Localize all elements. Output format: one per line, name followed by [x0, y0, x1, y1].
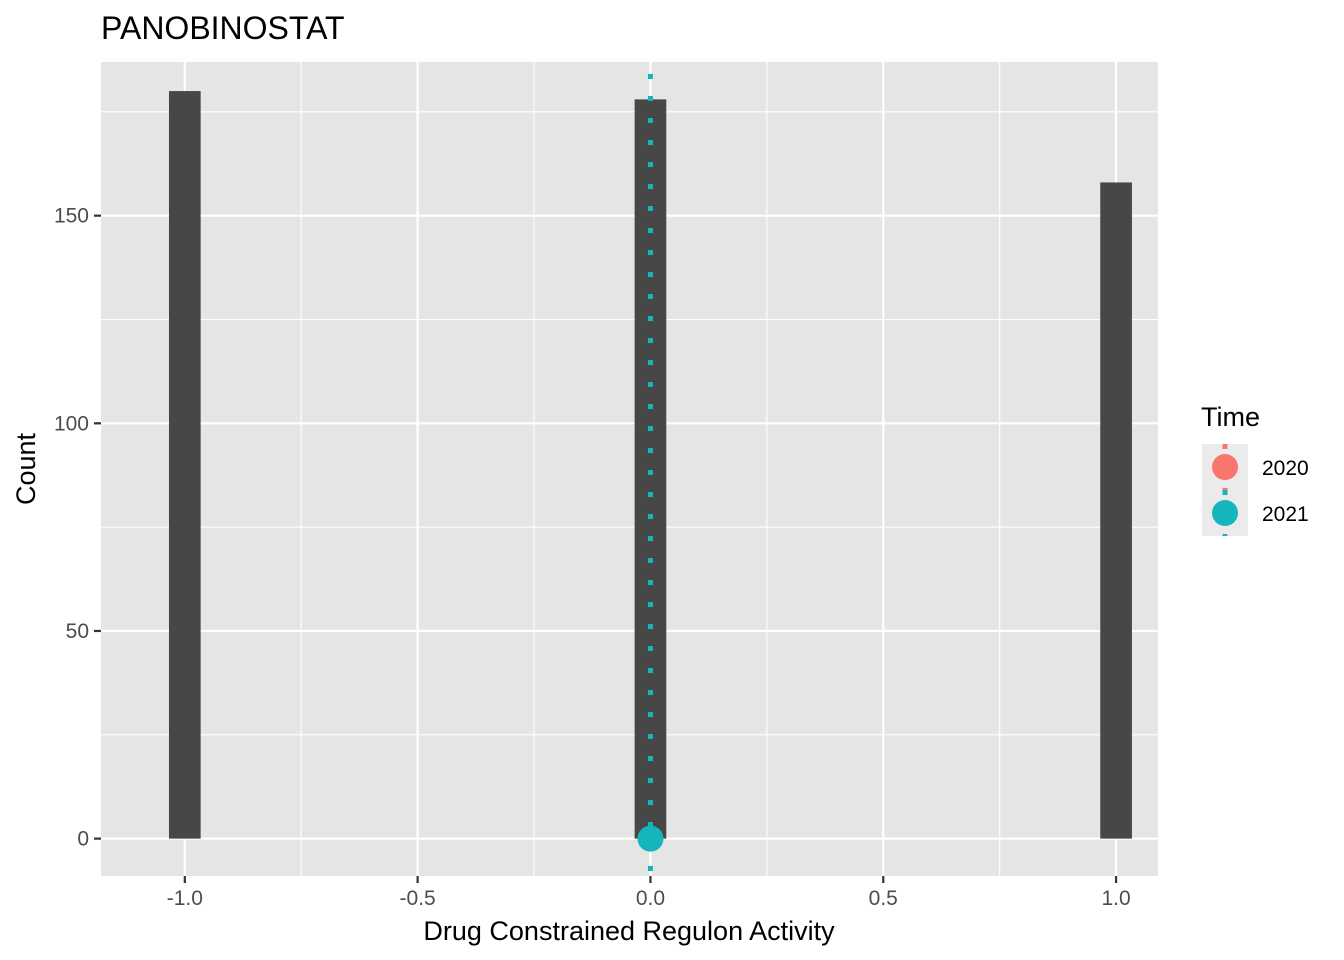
x-tick-label: -1.0: [167, 887, 203, 910]
legend-label: 2020: [1262, 457, 1309, 480]
x-tick-label: -0.5: [400, 887, 436, 910]
x-tick-label: 1.0: [1101, 887, 1130, 910]
legend-key-point: [1212, 454, 1238, 480]
legend-keys: 2020 2021: [1202, 444, 1309, 536]
y-tick-label: 150: [54, 205, 89, 228]
y-tick-label: 100: [54, 412, 89, 435]
histogram-bar: [1100, 182, 1132, 839]
x-tick-label: 0.5: [869, 887, 898, 910]
y-tick-label: 0: [77, 828, 89, 851]
y-axis-title: Count: [11, 432, 41, 505]
y-tick-label: 50: [66, 620, 89, 643]
legend-label: 2021: [1262, 503, 1309, 526]
x-tick-label: 0.0: [636, 887, 665, 910]
minor-gridlines: [101, 62, 1158, 876]
histogram-bar: [168, 91, 201, 839]
y-axis: 0 50 100 150: [54, 205, 101, 851]
x-axis: -1.0 -0.5 0.0 0.5 1.0: [167, 876, 1131, 910]
data-point: [637, 825, 664, 852]
x-axis-title: Drug Constrained Regulon Activity: [423, 916, 835, 946]
data-points: [637, 825, 664, 852]
chart-title: PANOBINOSTAT: [101, 10, 345, 46]
legend-title: Time: [1201, 402, 1260, 432]
legend: Time 2020 2021: [1201, 402, 1309, 536]
legend-key-point: [1212, 500, 1238, 526]
plot-panel: [101, 62, 1158, 876]
